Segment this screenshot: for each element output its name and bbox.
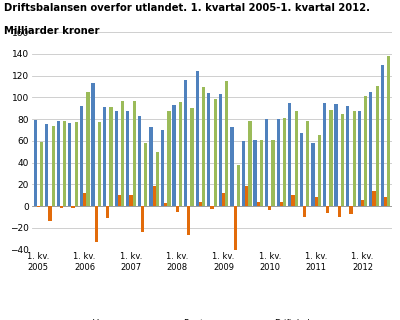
Bar — [254, 140, 257, 206]
Bar — [214, 100, 217, 206]
Bar — [86, 92, 90, 206]
Bar — [167, 111, 170, 206]
Bar — [83, 193, 86, 206]
Bar — [57, 121, 60, 206]
Bar — [288, 103, 292, 206]
Bar — [91, 83, 95, 206]
Bar — [268, 206, 272, 211]
Bar — [161, 130, 164, 206]
Bar — [242, 141, 245, 206]
Bar — [172, 105, 176, 206]
Bar — [369, 92, 372, 206]
Bar — [219, 94, 222, 206]
Bar — [196, 71, 199, 206]
Bar — [283, 118, 286, 206]
Bar — [179, 102, 182, 206]
Text: Driftsbalansen overfor utlandet. 1. kvartal 2005-1. kvartal 2012.: Driftsbalansen overfor utlandet. 1. kvar… — [4, 3, 370, 13]
Bar — [260, 140, 263, 206]
Bar — [323, 103, 326, 206]
Bar — [210, 206, 214, 209]
Bar — [156, 152, 159, 206]
Bar — [199, 202, 202, 206]
Bar — [103, 107, 106, 206]
Bar — [132, 100, 136, 206]
Bar — [118, 195, 121, 206]
Bar — [237, 165, 240, 206]
Bar — [37, 206, 40, 207]
Bar — [364, 96, 367, 206]
Bar — [248, 121, 252, 206]
Bar — [384, 197, 387, 206]
Bar — [68, 124, 72, 206]
Bar — [40, 142, 43, 206]
Bar — [222, 193, 225, 206]
Bar — [341, 114, 344, 206]
Bar — [144, 143, 148, 206]
Bar — [114, 111, 118, 206]
Bar — [314, 197, 318, 206]
Bar — [352, 111, 356, 206]
Bar — [45, 124, 48, 206]
Bar — [381, 65, 384, 206]
Text: Milliarder kroner: Milliarder kroner — [4, 26, 100, 36]
Bar — [34, 120, 37, 206]
Bar — [98, 122, 101, 206]
Bar — [326, 206, 329, 212]
Bar — [176, 206, 179, 212]
Bar — [358, 111, 361, 206]
Bar — [257, 202, 260, 206]
Bar — [245, 187, 248, 206]
Bar — [48, 206, 52, 221]
Bar — [121, 100, 124, 206]
Bar — [141, 206, 144, 232]
Bar — [190, 108, 194, 206]
Bar — [52, 125, 55, 206]
Bar — [361, 200, 364, 206]
Bar — [60, 206, 63, 208]
Bar — [387, 56, 390, 206]
Bar — [95, 206, 98, 242]
Bar — [334, 104, 338, 206]
Bar — [306, 121, 310, 206]
Bar — [265, 119, 268, 206]
Bar — [129, 195, 132, 206]
Bar — [346, 106, 349, 206]
Bar — [338, 206, 341, 217]
Bar — [80, 106, 83, 206]
Bar — [126, 111, 129, 206]
Bar — [184, 80, 187, 206]
Bar — [207, 93, 210, 206]
Bar — [372, 191, 376, 206]
Bar — [106, 206, 110, 218]
Bar — [329, 110, 333, 206]
Bar — [63, 121, 66, 206]
Bar — [234, 206, 237, 250]
Bar — [280, 202, 283, 206]
Bar — [230, 127, 234, 206]
Bar — [152, 187, 156, 206]
Bar — [202, 87, 205, 206]
Bar — [110, 107, 113, 206]
Bar — [272, 140, 275, 206]
Bar — [75, 122, 78, 206]
Bar — [225, 81, 228, 206]
Bar — [295, 111, 298, 206]
Bar — [187, 206, 190, 236]
Bar — [292, 195, 295, 206]
Bar — [138, 116, 141, 206]
Bar — [276, 119, 280, 206]
Legend: Vare- og
tjenestebalansen, Rente- og
stønadsbalansen, Driftsbalansen
overfor utl: Vare- og tjenestebalansen, Rente- og stø… — [82, 319, 342, 320]
Bar — [311, 143, 314, 206]
Bar — [303, 206, 306, 217]
Bar — [164, 203, 167, 206]
Bar — [318, 135, 321, 206]
Bar — [149, 127, 152, 206]
Bar — [300, 133, 303, 206]
Bar — [349, 206, 352, 214]
Bar — [72, 206, 75, 208]
Bar — [376, 86, 379, 206]
